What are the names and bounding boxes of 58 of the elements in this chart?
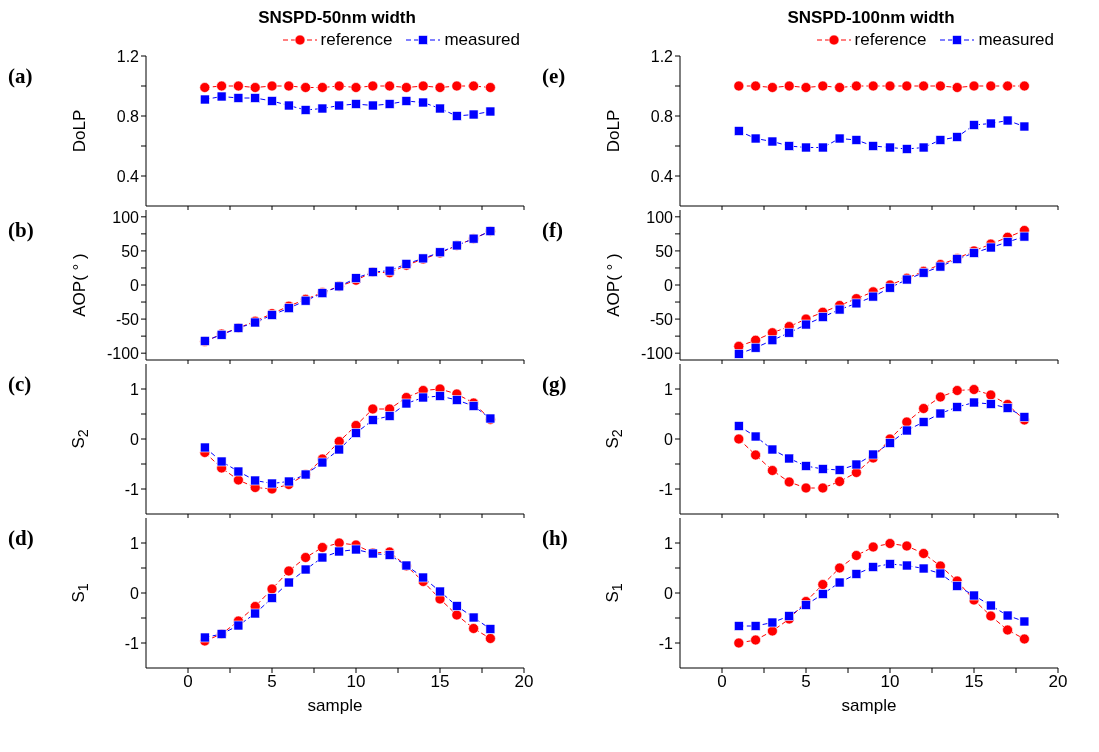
y-tick-label: -100 xyxy=(640,344,674,362)
y-tick-label: 0.8 xyxy=(116,107,140,125)
y-tick-label: 0 xyxy=(664,430,674,448)
text: (f) xyxy=(542,218,564,243)
y-tick-label: 0 xyxy=(130,584,140,602)
y-tick-label: -1 xyxy=(124,480,140,498)
x-tick-label: 15 xyxy=(964,672,984,692)
y-tick-label: 0 xyxy=(664,276,674,294)
y-tick-label: 50 xyxy=(655,242,674,260)
y-axis-title: AOP( ° ) xyxy=(70,253,90,317)
legend-label: reference xyxy=(854,30,927,50)
text: (g) xyxy=(542,372,568,397)
y-tick-label: -1 xyxy=(658,480,674,498)
text: (e) xyxy=(542,64,567,89)
y-tick-label: 1 xyxy=(130,380,140,398)
x-axis-title: sample xyxy=(840,696,898,716)
x-tick-label: 20 xyxy=(1048,672,1068,692)
y-tick-label: 1.2 xyxy=(116,47,140,65)
x-tick-label: 0 xyxy=(717,672,727,692)
x-tick-label: 10 xyxy=(880,672,900,692)
y-tick-label: 0.8 xyxy=(650,107,674,125)
y-tick-label: -50 xyxy=(649,310,674,328)
y-tick-label: 0.4 xyxy=(650,167,674,185)
y-tick-label: 0 xyxy=(130,276,140,294)
y-tick-label: 1.2 xyxy=(650,47,674,65)
chart-title: SNSPD-50nm width xyxy=(257,8,417,28)
text: (d) xyxy=(8,526,35,551)
y-tick-label: -1 xyxy=(658,634,674,652)
x-tick-label: 5 xyxy=(801,672,811,692)
y-axis-title: AOP( ° ) xyxy=(604,253,624,317)
y-tick-label: 50 xyxy=(121,242,140,260)
y-axis-title: DoLP xyxy=(70,109,90,153)
y-tick-label: 0 xyxy=(130,430,140,448)
legend-label: measured xyxy=(444,30,520,50)
y-tick-label: 100 xyxy=(112,208,140,226)
legend-label: reference xyxy=(320,30,393,50)
y-tick-label: 0 xyxy=(664,584,674,602)
chart-title: SNSPD-100nm width xyxy=(786,8,956,28)
x-tick-label: 5 xyxy=(267,672,277,692)
y-axis-title: DoLP xyxy=(604,109,624,153)
x-tick-label: 10 xyxy=(346,672,366,692)
y-tick-label: 100 xyxy=(646,208,674,226)
x-axis-title: sample xyxy=(306,696,364,716)
x-tick-label: 0 xyxy=(183,672,193,692)
legend-label: measured xyxy=(978,30,1054,50)
y-tick-label: 1 xyxy=(664,380,674,398)
y-tick-label: 0.4 xyxy=(116,167,140,185)
x-tick-label: 15 xyxy=(430,672,450,692)
y-tick-label: -100 xyxy=(106,344,140,362)
y-tick-label: -1 xyxy=(124,634,140,652)
text: (b) xyxy=(8,218,35,243)
text: (c) xyxy=(8,372,33,397)
y-tick-label: 1 xyxy=(664,534,674,552)
y-tick-label: -50 xyxy=(115,310,140,328)
x-tick-label: 20 xyxy=(514,672,534,692)
text: (a) xyxy=(8,64,34,89)
text: (h) xyxy=(542,526,569,551)
y-tick-label: 1 xyxy=(130,534,140,552)
